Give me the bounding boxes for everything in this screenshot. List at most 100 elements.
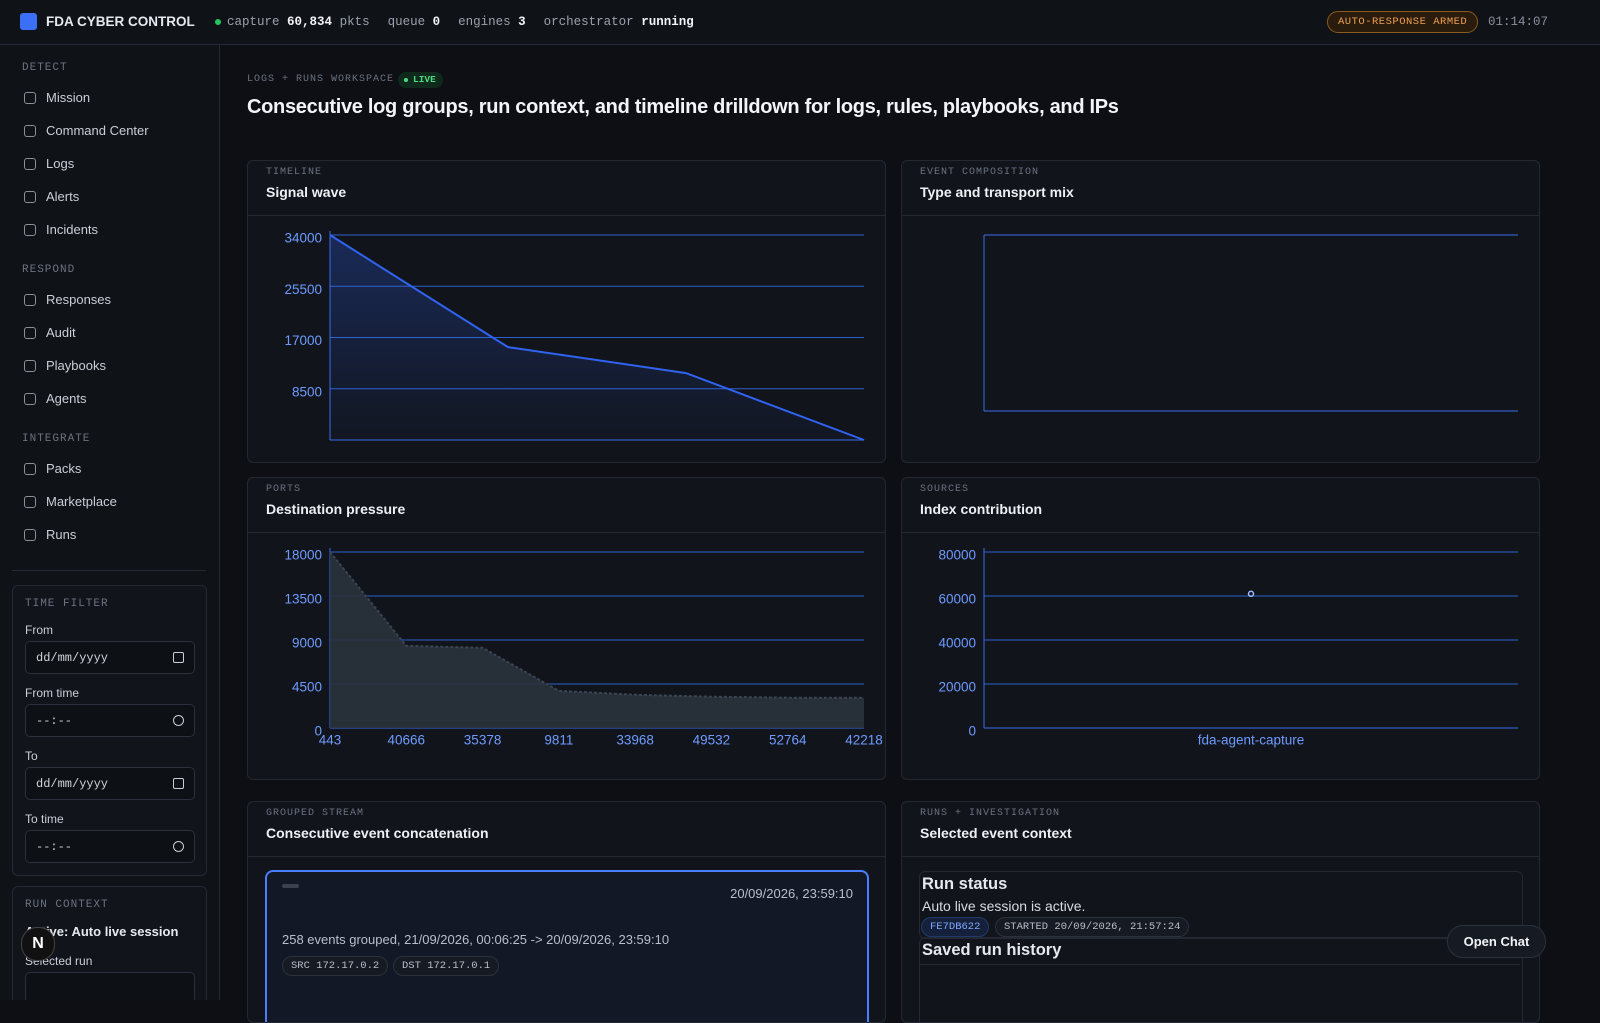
point: [1247, 590, 1255, 598]
stat: capture 60,834 pkts: [227, 15, 370, 29]
y-tick-label: 0: [968, 724, 976, 739]
nav-item: Incidents: [46, 222, 99, 237]
live-badge: LIVE: [398, 72, 443, 88]
stat-label: engines: [458, 15, 511, 29]
chart: 8500 17000 25500 34000: [284, 231, 865, 441]
nav-item: Agents: [46, 391, 87, 406]
y-tick-label: 25500: [284, 282, 322, 297]
divider: [248, 856, 885, 857]
card-handle: [282, 884, 299, 888]
chart-panel: PORTS Destination pressure 0 4500 9000 13500 1…: [247, 477, 886, 780]
area-edge: [329, 551, 864, 699]
nav-icon: [24, 327, 36, 339]
nav-icon: [24, 393, 36, 405]
divider: [902, 856, 1539, 857]
stat: engines 3: [458, 15, 526, 29]
y-tick-label: 40000: [938, 636, 976, 651]
auto-response-badge: AUTO-RESPONSE ARMED: [1327, 11, 1479, 33]
field-icon: [173, 841, 184, 852]
page-heading: Consecutive log groups, run context, and…: [247, 96, 1119, 118]
y-tick-label: 13500: [284, 592, 322, 607]
panel-title: Destination pressure: [266, 501, 406, 517]
y-tick-label: 18000: [284, 548, 322, 563]
panel-eyebrow: RUNS + INVESTIGATION: [920, 808, 1061, 819]
field-input[interactable]: dd/mm/yyyy: [25, 641, 195, 674]
stat: queue 0: [388, 15, 441, 29]
nav-icon: [24, 125, 36, 137]
divider: [248, 215, 885, 216]
panel-title: Consecutive event concatenation: [266, 825, 489, 841]
chart: [983, 234, 1518, 412]
src-tag: SRC 172.17.0.2: [282, 956, 389, 976]
panel-title: Selected event context: [920, 825, 1072, 841]
x-tick-label: 42218: [845, 733, 883, 748]
status-dot: [215, 19, 221, 25]
nav-section-title: DETECT: [22, 62, 68, 74]
panel-title: Type and transport mix: [920, 184, 1074, 200]
brand: FDA CYBER CONTROL: [46, 14, 195, 29]
field-placeholder: --:--: [36, 840, 73, 854]
nav-section-title: RESPOND: [22, 264, 76, 276]
y-tick-label: 17000: [284, 333, 322, 348]
chart-panel: SOURCES Index contribution 0 20000 40000 6000…: [901, 477, 1540, 780]
x-tick-label: 33968: [616, 733, 654, 748]
field-label: To time: [25, 812, 64, 826]
workspace-eyebrow: LOGS + RUNS WORKSPACE: [247, 74, 395, 85]
run-id-tag: FE7DB622: [921, 917, 990, 937]
nav-icon: [24, 463, 36, 475]
live-label: LIVE: [413, 74, 436, 85]
time-filter-title: TIME FILTER: [25, 598, 109, 610]
nav-icon: [24, 496, 36, 508]
stat-unit: pkts: [339, 15, 370, 29]
stat-value: 3: [518, 15, 526, 29]
nav-icon: [24, 191, 36, 203]
y-tick-label: 0: [314, 724, 322, 739]
nav-item: Audit: [46, 325, 76, 340]
x-tick-label: 40666: [388, 733, 426, 748]
y-tick-label: 8500: [292, 384, 322, 399]
top-bar: FDA CYBER CONTROL capture 60,834 pkts que…: [0, 0, 1600, 45]
panel-eyebrow: PORTS: [266, 484, 302, 495]
selected-run-select[interactable]: [25, 972, 195, 1000]
stat-value: 60,834: [287, 15, 333, 29]
x-tick-label: 9811: [544, 733, 573, 748]
run-context-title: RUN CONTEXT: [25, 899, 109, 911]
nav-item: Alerts: [46, 189, 80, 204]
field-input[interactable]: dd/mm/yyyy: [25, 767, 195, 800]
dst-tag: DST 172.17.0.1: [393, 956, 500, 976]
run-started-tag: STARTED 20/09/2026, 21:57:24: [995, 917, 1190, 937]
nav-item: Runs: [46, 527, 77, 542]
field-input[interactable]: --:--: [25, 830, 195, 863]
stat-label: orchestrator: [543, 15, 634, 29]
dev-indicator[interactable]: N: [21, 927, 55, 961]
nav-item: Playbooks: [46, 358, 106, 373]
stat-value: 0: [432, 15, 441, 29]
y-tick-label: 20000: [938, 680, 976, 695]
field-icon: [173, 652, 184, 663]
field-label: From time: [25, 686, 79, 700]
chart: 0 20000 40000 60000 80000 fda-agent-capture: [938, 548, 1518, 748]
stat-label: queue: [387, 15, 426, 29]
stat-label: capture: [227, 15, 280, 29]
panel-title: Index contribution: [920, 501, 1043, 517]
panel-eyebrow: EVENT COMPOSITION: [920, 167, 1040, 178]
nav-icon: [24, 529, 36, 541]
clock: 01:14:07: [1488, 15, 1549, 29]
brand-logo: [20, 13, 37, 30]
nav-icon: [24, 224, 36, 236]
run-status-title: Run status: [922, 875, 1008, 893]
nav-item: Packs: [46, 461, 82, 476]
field-icon: [173, 778, 184, 789]
run-history-list: [920, 964, 1520, 1022]
nav-item: Responses: [46, 292, 112, 307]
sidebar: TIME FILTER From dd/mm/yyyy From time --:-- T…: [0, 45, 220, 1000]
divider: [902, 532, 1539, 533]
separator: [12, 570, 206, 571]
run-history-title: Saved run history: [922, 941, 1062, 959]
nav-item: Command Center: [46, 123, 149, 138]
event-group-card[interactable]: 20/09/2026, 23:59:10 258 events grouped,…: [265, 870, 869, 1022]
nav-icon: [24, 294, 36, 306]
field-input[interactable]: --:--: [25, 704, 195, 737]
open-chat-button[interactable]: Open Chat: [1447, 925, 1546, 958]
